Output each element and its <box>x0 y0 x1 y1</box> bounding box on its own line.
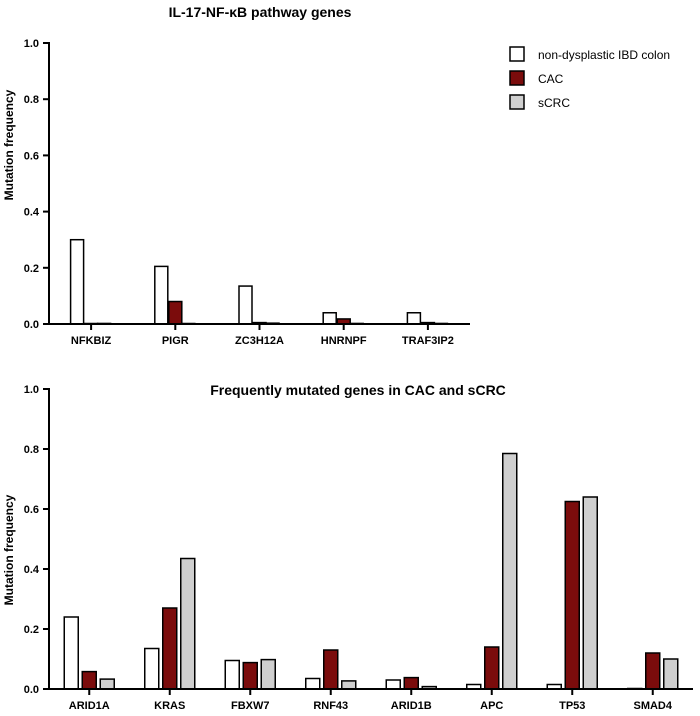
bar-arid1b-cac <box>403 676 419 690</box>
legend-label: non-dysplastic IBD colon <box>538 48 670 62</box>
x-tick-label: NFKBIZ <box>71 335 112 347</box>
bar-rnf43-non-dysplastic-ibd-colon <box>305 677 321 690</box>
chart-frequently-mutated: Frequently mutated genes in CAC and sCRC… <box>2 382 693 712</box>
legend-swatch-scrc <box>509 94 525 110</box>
bar-rnf43-cac <box>323 649 339 690</box>
y-axis-label: Mutation frequency <box>2 89 16 200</box>
x-tick-label: ARID1A <box>69 700 110 712</box>
y-tick-label: 0.2 <box>24 624 39 636</box>
y-tick-label: 0.8 <box>24 444 39 456</box>
bar-pigr-cac <box>168 300 183 325</box>
legend-label: sCRC <box>538 96 570 110</box>
legend-swatch-cac <box>509 70 525 86</box>
bar-arid1b-non-dysplastic-ibd-colon <box>385 679 401 690</box>
bar-arid1a-non-dysplastic-ibd-colon <box>63 616 79 690</box>
legend-swatch-non-dysplastic-ibd-colon <box>509 46 525 62</box>
y-tick-label: 0.6 <box>24 150 39 162</box>
x-tick-label: PIGR <box>162 335 189 347</box>
x-tick-label: SMAD4 <box>633 700 672 712</box>
y-axis-label: Mutation frequency <box>2 494 16 605</box>
y-tick-label: 0.0 <box>24 684 39 696</box>
bar-fbxw7-cac <box>242 661 258 690</box>
bars <box>69 238 449 325</box>
legend-label: CAC <box>538 72 564 86</box>
x-tick-label: TRAF3IP2 <box>402 335 454 347</box>
x-tick-label: APC <box>480 700 503 712</box>
x-tick-label: ARID1B <box>391 700 432 712</box>
bar-tp53-scrc <box>582 496 598 690</box>
bar-fbxw7-non-dysplastic-ibd-colon <box>224 659 240 690</box>
bar-apc-cac <box>484 646 500 690</box>
bars <box>63 452 679 690</box>
bar-zc3h12a-non-dysplastic-ibd-colon <box>238 285 253 325</box>
bar-hnrnpf-non-dysplastic-ibd-colon <box>322 312 337 325</box>
axes: ARID1A KRAS FBXW7 RNF43 ARID1B APC TP53 SMAD4 0.… <box>24 384 693 712</box>
bar-kras-cac <box>162 607 178 690</box>
bar-tp53-cac <box>564 500 580 690</box>
chart-title: Frequently mutated genes in CAC and sCRC <box>210 382 506 398</box>
bar-kras-scrc <box>180 557 196 690</box>
x-tick-label: FBXW7 <box>231 700 270 712</box>
bar-apc-scrc <box>502 452 518 690</box>
bar-pigr-non-dysplastic-ibd-colon <box>154 265 169 325</box>
x-tick-label: TP53 <box>559 700 585 712</box>
y-tick-label: 0.0 <box>24 319 39 331</box>
chart-title: IL-17-NF-κB pathway genes <box>169 4 352 20</box>
y-tick-label: 1.0 <box>24 384 39 396</box>
bar-smad4-scrc <box>663 658 679 690</box>
bar-arid1a-cac <box>81 670 97 690</box>
chart-il17-nfkb: IL-17-NF-κB pathway genes Mutation frequ… <box>2 4 470 347</box>
bar-smad4-cac <box>645 652 661 690</box>
x-tick-label: HNRNPF <box>321 335 367 347</box>
y-tick-label: 0.2 <box>24 263 39 275</box>
bar-nfkbiz-non-dysplastic-ibd-colon <box>69 238 85 325</box>
legend: non-dysplastic IBD colon CAC sCRC <box>509 46 670 110</box>
bar-arid1a-scrc <box>99 678 115 690</box>
bar-fbxw7-scrc <box>260 658 276 690</box>
y-tick-label: 0.8 <box>24 94 39 106</box>
bar-traf3ip2-non-dysplastic-ibd-colon <box>406 312 422 325</box>
y-tick-label: 0.6 <box>24 504 39 516</box>
y-tick-label: 0.4 <box>24 564 40 576</box>
y-tick-label: 1.0 <box>24 38 39 50</box>
y-tick-label: 0.4 <box>24 207 40 219</box>
x-tick-label: ZC3H12A <box>235 335 284 347</box>
x-tick-label: KRAS <box>154 700 185 712</box>
bar-kras-non-dysplastic-ibd-colon <box>144 647 160 690</box>
x-tick-label: RNF43 <box>313 700 348 712</box>
bar-rnf43-scrc <box>341 680 357 690</box>
axes: NFKBIZ PIGR ZC3H12A HNRNPF TRAF3IP2 0.0 0.2 0.4… <box>24 38 470 347</box>
